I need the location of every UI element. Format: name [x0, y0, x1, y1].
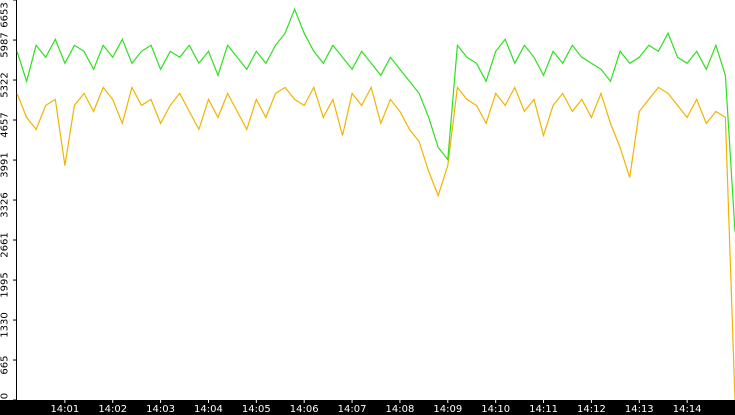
x-tick-label: 14:04	[194, 404, 223, 415]
x-tick-label: 14:09	[433, 404, 462, 415]
x-tick-label: 14:12	[577, 404, 606, 415]
x-tick-label: 14:10	[481, 404, 510, 415]
y-tick-label: 1995	[0, 272, 10, 297]
y-tick-label: 3326	[0, 192, 10, 217]
x-tick-label: 14:11	[529, 404, 558, 415]
y-tick-label: 0	[0, 393, 10, 399]
x-tick-label: 14:05	[242, 404, 271, 415]
y-tick-label: 3991	[0, 152, 10, 177]
y-tick-label: 665	[0, 355, 10, 374]
y-tick-label: 1330	[0, 312, 10, 337]
x-tick-label: 14:13	[625, 404, 654, 415]
x-tick-label: 14:06	[290, 404, 319, 415]
y-tick-label: 5322	[0, 72, 10, 97]
y-tick-label: 6653	[0, 2, 10, 27]
x-tick-label: 14:08	[386, 404, 415, 415]
x-tick-label: 14:01	[50, 404, 79, 415]
x-axis-bar	[0, 400, 735, 415]
y-tick-label: 2661	[0, 232, 10, 257]
x-tick-label: 14:02	[98, 404, 127, 415]
series-line	[16, 7, 735, 232]
x-tick-label: 14:14	[673, 404, 702, 415]
series-line	[16, 85, 735, 401]
y-tick-label: 5987	[0, 32, 10, 57]
x-tick-label: 14:03	[146, 404, 175, 415]
y-tick-label: 4657	[0, 112, 10, 137]
x-tick-label: 14:07	[338, 404, 367, 415]
